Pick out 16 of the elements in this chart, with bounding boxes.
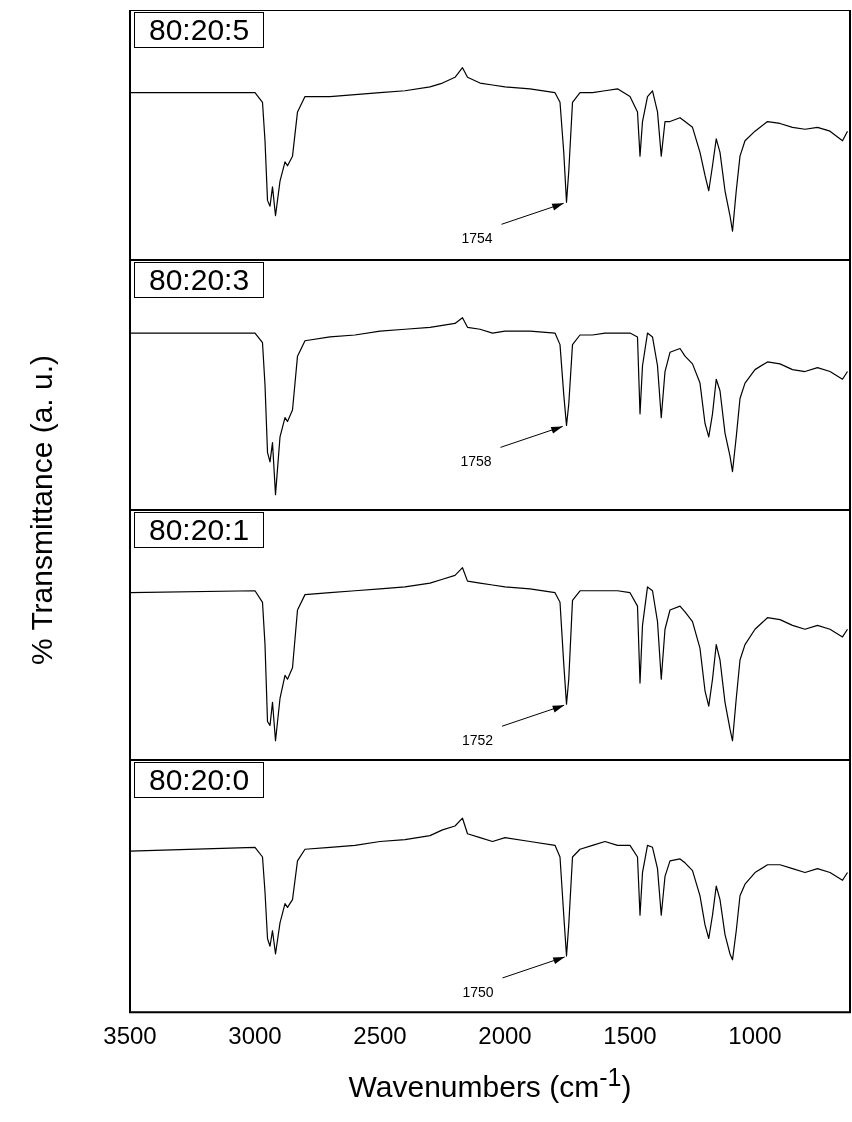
x-axis-title: Wavenumbers (cm$^{-1}$) — [347, 1063, 633, 1104]
chart-title: 80:20:1 — [134, 512, 265, 548]
chart-title: 80:20:0 — [134, 762, 265, 798]
annotation: 1752 — [462, 732, 494, 749]
chart-title: 80:20:3 — [134, 262, 265, 298]
x-tick-label: 1000 — [728, 1022, 782, 1050]
x-tick-label: 1500 — [603, 1022, 657, 1050]
annotation: 1758 — [460, 453, 492, 470]
x-tick-label: 2500 — [353, 1022, 407, 1050]
annotation: 1754 — [461, 230, 493, 247]
x-tick-label: 2000 — [478, 1022, 532, 1050]
x-tick-label: 3500 — [103, 1022, 157, 1050]
y-axis-title: % Transmittance (a. u.) — [25, 354, 59, 666]
x-tick-label: 3000 — [228, 1022, 282, 1050]
chart-title: 80:20:5 — [134, 12, 265, 48]
annotation: 1750 — [462, 983, 494, 1000]
